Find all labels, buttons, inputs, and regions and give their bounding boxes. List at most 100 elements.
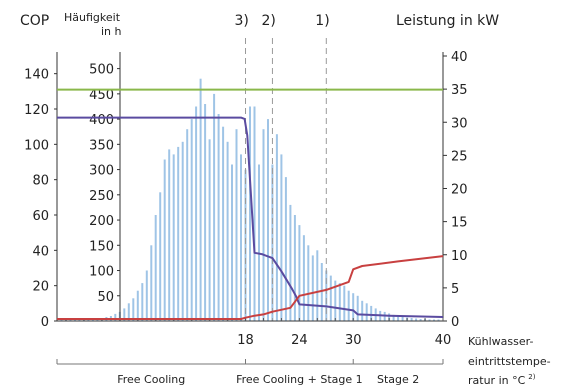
histogram-bar [217, 114, 220, 321]
histogram-bar [293, 215, 296, 321]
histogram-bar [69, 319, 72, 321]
freq-axis-label-line2: in h [101, 25, 122, 38]
histogram-bar [361, 300, 364, 321]
histogram-bar [302, 235, 305, 321]
power-tick-label: 5 [451, 282, 459, 297]
histogram-bar [231, 164, 233, 321]
histogram-bar [289, 204, 292, 321]
histogram-bar [204, 104, 207, 321]
histogram-bar [347, 290, 350, 321]
histogram-bar [123, 308, 126, 321]
marker-label: 2) [261, 13, 275, 29]
cop-tick-label: 60 [32, 209, 49, 224]
histogram-bar [325, 270, 328, 321]
histogram-bar [195, 106, 198, 321]
histogram-bar [240, 154, 242, 321]
histogram-bar [244, 169, 247, 321]
x-axis-label-line1: Kühlwasser- [468, 335, 533, 348]
histogram-bar [329, 275, 332, 321]
axes: 0204060801001201405010015020025030035040… [24, 50, 467, 386]
power-tick-label: 10 [451, 249, 468, 264]
histogram-bar [343, 285, 346, 321]
cop-axis-label: COP [20, 13, 49, 29]
histogram-bar [154, 215, 157, 321]
power-tick-label: 0 [451, 315, 459, 330]
power-tick-label: 35 [451, 83, 468, 98]
histogram-bar [334, 280, 337, 321]
histogram-bar [307, 245, 310, 321]
histogram-bar [419, 319, 422, 321]
power-tick-label: 40 [451, 50, 468, 65]
zone-label: Free Cooling [117, 373, 185, 386]
freq-tick-label: 300 [89, 164, 114, 179]
histogram-bar [163, 159, 166, 321]
histogram-bar [365, 303, 368, 321]
freq-tick-label: 150 [89, 239, 114, 254]
histogram-bar [415, 318, 418, 321]
histogram-bar [392, 314, 395, 321]
cop-tick-label: 140 [24, 68, 49, 83]
cop-tick-label: 120 [24, 103, 49, 118]
zone-label: Stage 2 [377, 373, 419, 386]
freq-tick-label: 250 [89, 189, 114, 204]
histogram-bar [190, 119, 193, 321]
histogram-bar [262, 129, 265, 321]
histogram-bar [208, 139, 211, 321]
histogram-bar [141, 283, 144, 321]
series-lines [57, 88, 444, 320]
cop-tick-label: 0 [41, 315, 49, 330]
histogram-bar [253, 106, 256, 321]
histogram-bar [150, 245, 153, 321]
histogram-bar [320, 263, 323, 321]
histogram-bar [159, 192, 162, 321]
cop-tick-label: 80 [32, 174, 49, 189]
histogram-bar [401, 317, 404, 321]
histogram-bar [316, 250, 319, 321]
histogram-bar [222, 126, 225, 321]
cop-tick-label: 20 [32, 280, 49, 295]
cop-tick-label: 100 [24, 138, 49, 153]
x-tick-label: 18 [237, 333, 254, 348]
marker-label: 1) [315, 13, 329, 29]
histogram-bar [199, 78, 202, 321]
histogram-bar [370, 305, 373, 321]
histogram-bar [275, 134, 278, 321]
histogram-bar [132, 298, 135, 321]
zone-label: Free Cooling + Stage 1 [236, 373, 363, 386]
histogram-bar [311, 255, 314, 321]
histogram-bar [186, 129, 189, 321]
power-tick-label: 15 [451, 216, 468, 231]
x-tick-label: 24 [291, 333, 308, 348]
freq-tick-label: 400 [89, 113, 114, 128]
series-line [57, 255, 444, 320]
marker-lines: 3) 2) 1) [235, 13, 330, 321]
x-axis-label-line3-text: ratur in °C [468, 374, 526, 387]
x-axis-label-line2: eintrittstempe- [468, 355, 551, 368]
histogram-bar [284, 177, 287, 321]
freq-tick-label: 50 [97, 290, 114, 305]
histogram-bar [114, 313, 117, 321]
histogram-bar [437, 319, 440, 321]
power-tick-label: 20 [451, 183, 468, 198]
histogram-bar [60, 319, 63, 321]
histogram-bar [428, 319, 431, 321]
histogram-bar [258, 164, 260, 321]
freq-tick-label: 100 [89, 265, 114, 280]
freq-tick-label: 450 [89, 88, 114, 103]
histogram-bar [356, 295, 359, 321]
histogram-bar [136, 290, 139, 321]
power-axis-label: Leistung in kW [396, 13, 499, 29]
freq-tick-label: 500 [89, 63, 114, 78]
histogram-bars [60, 78, 440, 322]
x-axis-label-line3: ratur in °C 2) [468, 373, 536, 387]
histogram-bar [267, 119, 269, 321]
histogram-bar [226, 141, 229, 321]
histogram-bar [298, 225, 301, 321]
histogram-bar [235, 129, 238, 321]
histogram-bar [410, 318, 413, 321]
power-tick-label: 30 [451, 116, 468, 131]
x-tick-label: 30 [345, 333, 362, 348]
histogram-bar [181, 141, 184, 321]
histogram-bar [280, 154, 283, 321]
